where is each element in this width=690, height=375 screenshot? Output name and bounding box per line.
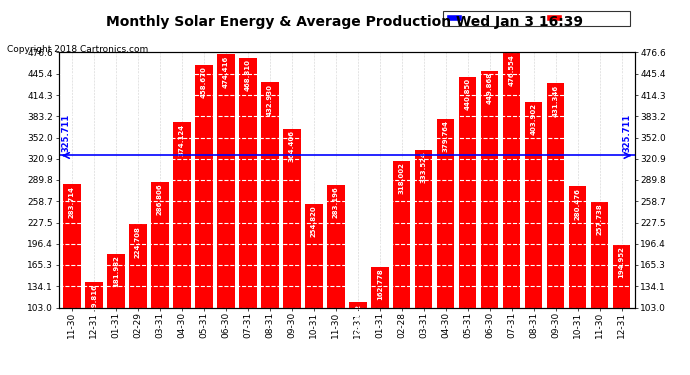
- Bar: [261, 82, 279, 375]
- Text: 440.850: 440.850: [464, 78, 471, 110]
- Bar: [437, 118, 455, 375]
- Text: 283.196: 283.196: [333, 186, 339, 218]
- Bar: [503, 53, 520, 375]
- Text: 280.476: 280.476: [575, 188, 580, 220]
- Bar: [217, 54, 235, 375]
- Text: Monthly Solar Energy & Average Production Wed Jan 3 16:39: Monthly Solar Energy & Average Productio…: [106, 15, 584, 29]
- Bar: [63, 184, 81, 375]
- Text: 318.002: 318.002: [399, 162, 405, 194]
- Text: 254.820: 254.820: [310, 205, 317, 237]
- Text: 224.708: 224.708: [135, 226, 141, 258]
- Bar: [305, 204, 322, 375]
- Text: 194.952: 194.952: [619, 246, 624, 278]
- Text: 474.416: 474.416: [223, 56, 229, 88]
- Text: 403.902: 403.902: [531, 104, 537, 135]
- Bar: [151, 182, 168, 375]
- Bar: [327, 184, 344, 375]
- Bar: [173, 123, 190, 375]
- Text: 110.342: 110.342: [355, 304, 361, 336]
- Text: 476.554: 476.554: [509, 54, 515, 86]
- Text: Copyright 2018 Cartronics.com: Copyright 2018 Cartronics.com: [7, 45, 148, 54]
- Bar: [415, 150, 433, 375]
- Bar: [239, 58, 257, 375]
- Text: 257.738: 257.738: [597, 203, 602, 235]
- Bar: [371, 267, 388, 375]
- Text: 333.524: 333.524: [421, 152, 426, 183]
- Bar: [349, 303, 366, 375]
- Text: 432.930: 432.930: [267, 84, 273, 116]
- Text: 379.764: 379.764: [443, 120, 448, 152]
- Bar: [283, 129, 301, 375]
- Bar: [129, 224, 146, 375]
- Text: 325.711: 325.711: [622, 114, 631, 152]
- Bar: [591, 202, 609, 375]
- Bar: [195, 65, 213, 375]
- Text: 468.810: 468.810: [245, 59, 250, 91]
- Text: 286.806: 286.806: [157, 183, 163, 215]
- Bar: [107, 254, 125, 375]
- Text: 364.406: 364.406: [288, 130, 295, 162]
- Text: 139.816: 139.816: [91, 284, 97, 316]
- Bar: [569, 186, 586, 375]
- Text: 431.346: 431.346: [553, 85, 559, 117]
- Text: 181.982: 181.982: [113, 255, 119, 287]
- Bar: [393, 161, 411, 375]
- Legend: Average  (kWh), Daily  (kWh): Average (kWh), Daily (kWh): [443, 11, 630, 26]
- Text: 162.778: 162.778: [377, 268, 383, 300]
- Text: 449.868: 449.868: [486, 72, 493, 104]
- Bar: [525, 102, 542, 375]
- Text: 325.711: 325.711: [62, 114, 71, 152]
- Bar: [547, 83, 564, 375]
- Bar: [481, 71, 498, 375]
- Text: 458.670: 458.670: [201, 66, 207, 98]
- Bar: [613, 245, 631, 375]
- Bar: [459, 77, 477, 375]
- Text: 283.714: 283.714: [69, 186, 75, 218]
- Bar: [85, 282, 103, 375]
- Text: 374.124: 374.124: [179, 124, 185, 156]
